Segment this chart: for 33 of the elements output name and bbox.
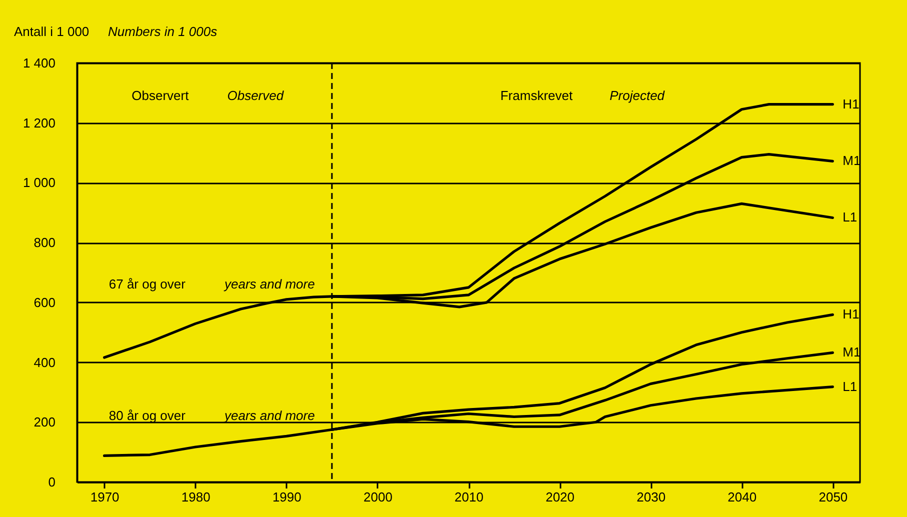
y-tick-label: 200 bbox=[34, 414, 56, 430]
x-tick-label: 2030 bbox=[636, 490, 666, 504]
x-tick-label: 2010 bbox=[454, 490, 484, 504]
annotation: Projected bbox=[610, 88, 666, 103]
chart-subtitle: Numbers in 1 000s bbox=[108, 24, 218, 39]
annotation: years and more bbox=[223, 408, 315, 424]
x-tick-label: 2000 bbox=[363, 490, 392, 504]
y-tick-label: 400 bbox=[34, 354, 56, 370]
y-tick-label: 600 bbox=[34, 294, 56, 310]
y-tick-label: 1 400 bbox=[22, 56, 56, 70]
series-label: H1 bbox=[842, 96, 860, 112]
y-tick-label: 0 bbox=[48, 474, 56, 490]
x-tick-label: 2050 bbox=[818, 490, 848, 504]
series-label: L1 bbox=[842, 378, 858, 394]
chart-title: Antall i 1 000 bbox=[14, 24, 90, 39]
series-label: H1 bbox=[842, 306, 860, 322]
series-label: M1 bbox=[842, 344, 861, 360]
y-tick-label: 1 000 bbox=[22, 175, 56, 190]
x-tick-label: 2020 bbox=[546, 490, 575, 504]
x-tick-label: 1990 bbox=[272, 490, 302, 504]
y-tick-label: 800 bbox=[34, 235, 56, 250]
annotation: 67 år og over bbox=[108, 276, 186, 292]
annotation: years and more bbox=[223, 276, 315, 292]
annotation: 80 år og over bbox=[108, 408, 186, 424]
y-tick-label: 1 200 bbox=[22, 115, 56, 130]
series-label: M1 bbox=[842, 153, 861, 168]
x-tick-label: 2040 bbox=[728, 490, 757, 504]
annotation: Framskrevet bbox=[500, 88, 573, 103]
annotation: Observed bbox=[227, 88, 284, 103]
annotation: Observert bbox=[132, 88, 190, 103]
x-tick-label: 1970 bbox=[90, 490, 120, 504]
series-label: L1 bbox=[842, 210, 858, 225]
x-tick-label: 1980 bbox=[181, 490, 210, 504]
